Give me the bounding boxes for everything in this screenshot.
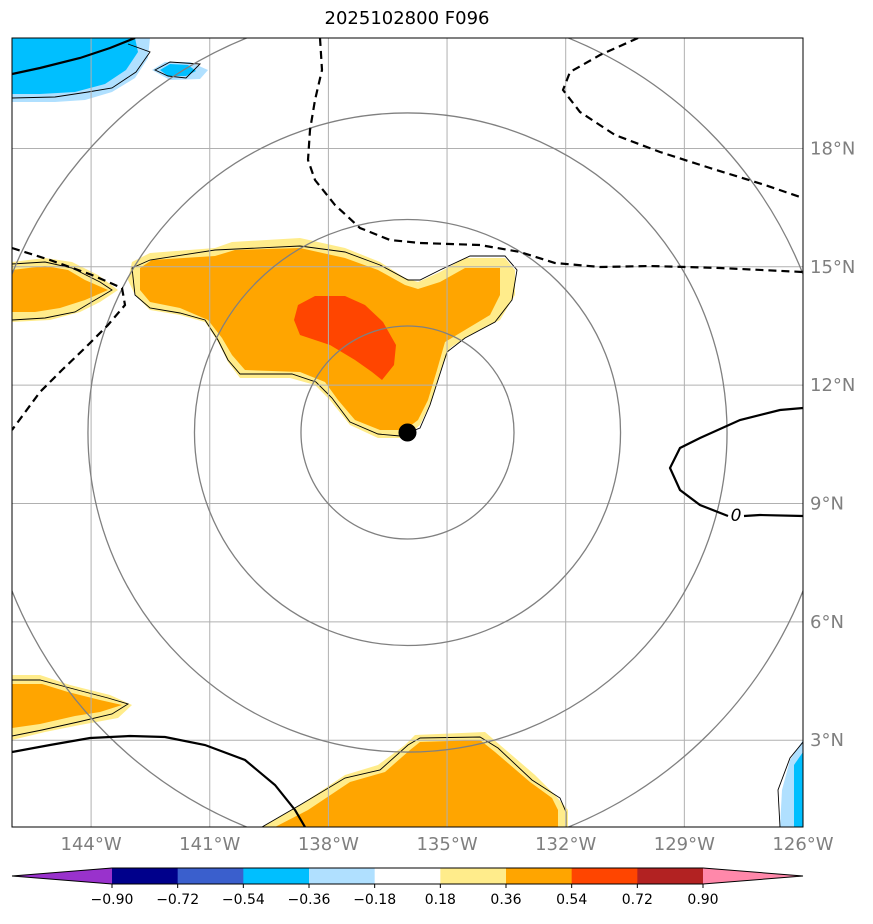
range-ring [87, 112, 728, 753]
longitude-tick-label: 138°W [298, 834, 359, 855]
colorbar-tick-label: −0.54 [222, 892, 265, 908]
colorbar-tick-label: 0.36 [490, 892, 521, 908]
chart-title: 2025102800 F096 [324, 8, 490, 29]
colorbar-bin [243, 868, 310, 884]
colorbar-tick-label: −0.90 [91, 892, 134, 908]
colorbar-tick-label: 0.18 [425, 892, 456, 908]
contour-thin-west [12, 261, 113, 321]
warm-region-west-core [12, 266, 108, 312]
warm-region-south-core [275, 740, 558, 827]
blue-region-small-patch-core [160, 64, 196, 76]
contour-negative-northeast [561, 38, 803, 200]
contour-thin-south [261, 736, 567, 827]
colorbar-bin [506, 868, 573, 884]
longitude-tick-label: 141°W [179, 834, 240, 855]
colorbar-tick-label: −0.18 [353, 892, 396, 908]
zero-contour-label: 0 [731, 506, 742, 526]
contour-negative-north [306, 38, 803, 274]
colorbar-tick-label: −0.36 [288, 892, 331, 908]
range-ring [193, 218, 622, 647]
contour-thin-southwest [12, 679, 130, 737]
contour-positive-northwest [12, 38, 136, 76]
colorbar-tick-label: 0.90 [687, 892, 718, 908]
colorbar-bin [177, 868, 244, 884]
colorbar-tick-label: 0.54 [556, 892, 587, 908]
colorbar-extend-high [703, 868, 803, 884]
longitude-tick-label: 135°W [416, 834, 477, 855]
range-ring [300, 325, 515, 540]
contour-thin-northwest [12, 43, 151, 99]
colorbar-bin [571, 868, 638, 884]
latitude-tick-label: 3°N [810, 730, 844, 751]
latitude-tick-label: 12°N [810, 375, 855, 396]
latitude-tick-labels: 3°N 6°N 9°N 12°N 15°N 18°N [810, 138, 855, 751]
colorbar-bin [112, 868, 179, 884]
plot-frame [11, 37, 804, 828]
longitude-tick-label: 129°W [654, 834, 715, 855]
latitude-tick-label: 6°N [810, 612, 844, 633]
colorbar-tick-labels: −0.90 −0.72 −0.54 −0.36 −0.18 0.18 0.36 0.54 0.7… [91, 884, 719, 908]
longitude-tick-label: 126°W [772, 834, 833, 855]
storm-center-marker [398, 423, 417, 442]
colorbar-bin [637, 868, 704, 884]
longitude-tick-label: 132°W [535, 834, 596, 855]
contour-thin-southeast [777, 741, 803, 827]
longitude-tick-label: 144°W [61, 834, 122, 855]
warm-region-southwest-core [12, 684, 122, 728]
colorbar-extend-low [12, 868, 112, 884]
latitude-tick-label: 18°N [810, 138, 855, 159]
contour-zero-east [668, 406, 803, 518]
latitude-tick-label: 15°N [810, 257, 855, 278]
range-rings [12, 38, 803, 827]
latitude-tick-label: 9°N [810, 494, 844, 515]
colorbar-tick-label: −0.72 [156, 892, 199, 908]
colorbar [11, 867, 804, 885]
contour-thin-patch [153, 61, 202, 79]
grid-lines [12, 38, 803, 827]
blue-region-southeast-core [794, 752, 803, 827]
colorbar-tick-label: 0.72 [622, 892, 653, 908]
contour-positive-south [12, 734, 306, 827]
hot-region-central [294, 296, 396, 380]
blue-region-northwest-core [12, 38, 138, 94]
longitude-tick-labels: 144°W 141°W 138°W 135°W 132°W 129°W 126°W [61, 834, 834, 855]
colorbar-bin [440, 868, 507, 884]
colorbar-bin [374, 868, 441, 884]
colorbar-bin [309, 868, 376, 884]
contour-negative-west [12, 246, 127, 431]
contour-thin-central [131, 245, 518, 437]
